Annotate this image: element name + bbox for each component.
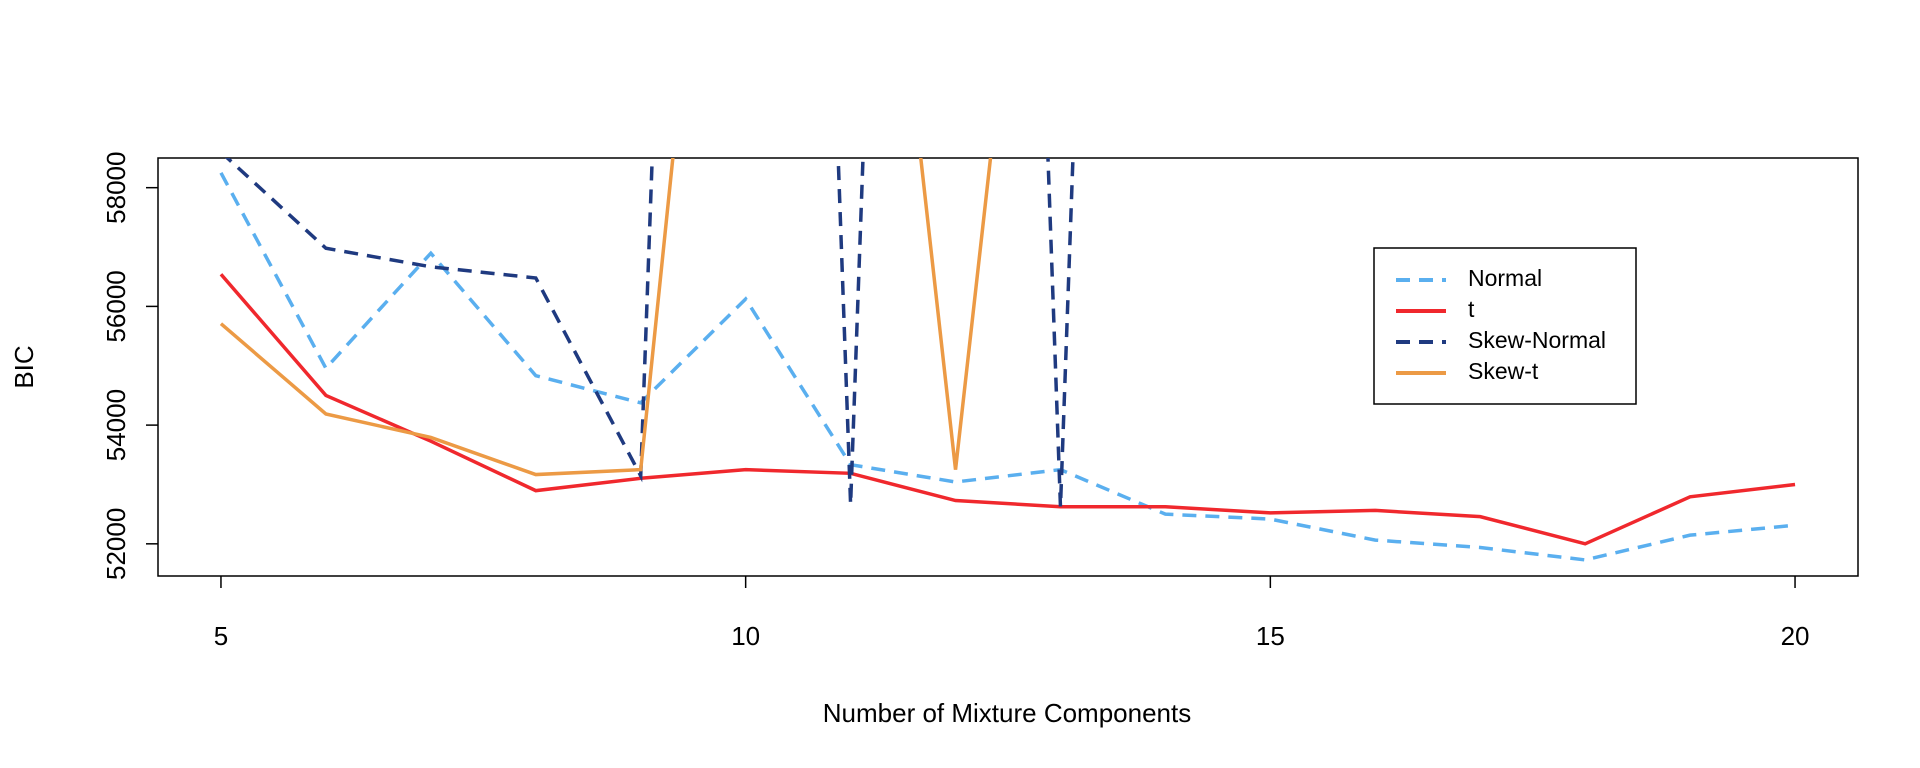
x-tick-label: 10 (731, 621, 760, 651)
y-tick-label: 58000 (101, 152, 131, 224)
legend-box (1373, 247, 1637, 405)
series-line (219, 172, 1796, 562)
plot-frame (157, 157, 1859, 577)
series-line (219, 273, 1796, 546)
y-tick-label: 52000 (101, 508, 131, 580)
y-tick-label: 56000 (101, 270, 131, 342)
x-axis-label: Number of Mixture Components (823, 698, 1191, 728)
x-tick-label: 15 (1256, 621, 1285, 651)
x-tick-label: 5 (214, 621, 228, 651)
legend-label: t (1468, 296, 1475, 322)
legend-label: Normal (1468, 265, 1542, 291)
plot-area (219, 158, 1796, 562)
legend-label: Skew-Normal (1468, 327, 1606, 353)
y-tick-label: 54000 (101, 389, 131, 461)
x-tick-label: 20 (1781, 621, 1810, 651)
series-line (219, 158, 993, 477)
y-axis-label: BIC (9, 345, 39, 388)
legend-label: Skew-t (1468, 358, 1539, 384)
series-line (224, 158, 1075, 507)
